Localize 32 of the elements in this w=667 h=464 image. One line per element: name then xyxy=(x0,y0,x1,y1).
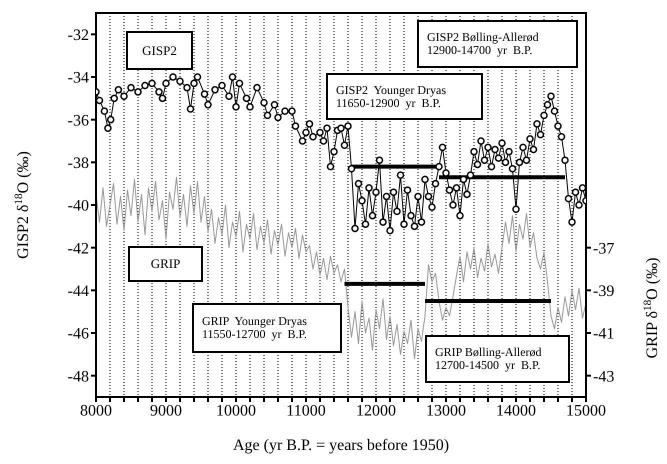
text-box: GISP2 Younger Dryas 11650-12900 yr B.P. xyxy=(326,73,483,120)
x-tick-label: 11000 xyxy=(286,402,326,420)
y-tick-label: -38 xyxy=(68,155,89,172)
text-box: GISP2 xyxy=(126,31,193,70)
text-box: GRIP xyxy=(128,246,203,282)
y2-tick-label: -39 xyxy=(593,283,614,300)
x-tick-label: 12000 xyxy=(356,402,396,420)
x-tick-label: 8000 xyxy=(80,402,112,420)
y-tick-label: -44 xyxy=(68,283,89,300)
x-tick-label: 13000 xyxy=(426,402,466,420)
y-tick-label: -34 xyxy=(68,70,89,87)
text-box: GISP2 Bølling-Allerød 12900-14700 yr B.P. xyxy=(417,20,578,68)
y-tick-label: -32 xyxy=(68,27,89,44)
y-tick-label: -36 xyxy=(68,112,89,130)
annotation: GRIP Bølling-Allerød 12700-14500 yr B.P. xyxy=(435,345,543,372)
y-tick-label: -48 xyxy=(68,368,89,386)
y-tick-label: -46 xyxy=(68,326,89,343)
text-box: GRIP Younger Dryas 11550-12700 yr B.P. xyxy=(192,303,342,353)
y-tick-label: -42 xyxy=(68,240,89,258)
x-tick-label: 9000 xyxy=(150,402,182,420)
annotation: GRIP Younger Dryas 11550-12700 yr B.P. xyxy=(202,314,308,341)
annotation: GISP2 Bølling-Allerød 12900-14700 yr B.P. xyxy=(427,30,540,57)
x-tick-label: 15000 xyxy=(566,402,606,420)
x-axis-title: Age (yr B.P. = years before 1950) xyxy=(232,437,450,454)
y2-tick-label: -43 xyxy=(593,368,614,386)
y-tick-label: -40 xyxy=(68,198,89,215)
annotation: GISP2 Younger Dryas 11650-12900 yr B.P. xyxy=(336,82,448,110)
y2-tick-label: -37 xyxy=(593,240,614,258)
x-tick-label: 14000 xyxy=(496,402,536,420)
text-box: GRIP Bølling-Allerød 12700-14500 yr B.P. xyxy=(425,335,570,383)
x-tick-label: 10000 xyxy=(216,402,256,420)
y2-tick-label: -41 xyxy=(593,326,614,343)
